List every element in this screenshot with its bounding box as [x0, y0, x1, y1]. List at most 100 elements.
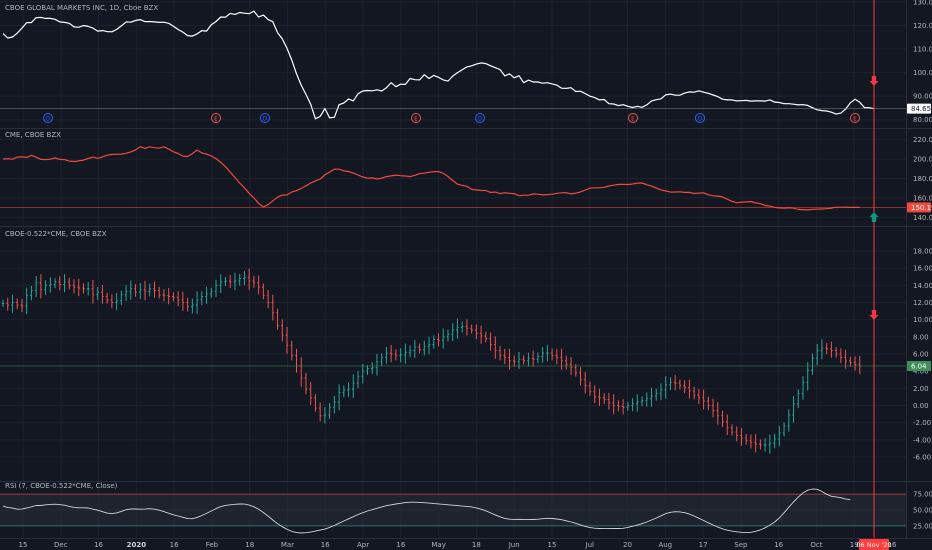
spread-bar[interactable]	[49, 277, 52, 293]
spread-bar[interactable]	[707, 396, 710, 411]
cboe-price-line[interactable]	[2, 10, 875, 120]
spread-bar[interactable]	[489, 332, 492, 351]
spread-bar[interactable]	[247, 268, 251, 290]
spread-bar[interactable]	[740, 427, 743, 446]
event-marker-e[interactable]: E	[211, 113, 221, 123]
spread-bar[interactable]	[67, 277, 71, 290]
spread-bar[interactable]	[522, 355, 526, 365]
spread-bar[interactable]	[172, 292, 175, 302]
spread-bar[interactable]	[209, 287, 213, 298]
spread-bar[interactable]	[631, 398, 634, 412]
spread-bar[interactable]	[754, 434, 757, 453]
spread-bar[interactable]	[408, 345, 412, 358]
spread-bar[interactable]	[494, 336, 497, 359]
spread-bar[interactable]	[342, 385, 346, 398]
spread-bar[interactable]	[792, 396, 795, 423]
event-marker-d[interactable]: D	[260, 113, 270, 123]
spread-bar[interactable]	[773, 433, 776, 449]
spread-bar[interactable]	[744, 433, 748, 445]
spread-bar[interactable]	[725, 414, 729, 436]
spread-bar[interactable]	[205, 286, 208, 304]
spread-bar[interactable]	[830, 341, 833, 358]
spread-bar[interactable]	[607, 392, 611, 410]
spread-bar[interactable]	[385, 346, 388, 364]
spread-bar[interactable]	[768, 434, 772, 454]
spread-bar[interactable]	[654, 388, 658, 401]
spread-bar[interactable]	[115, 293, 118, 311]
spread-bar[interactable]	[721, 410, 724, 427]
spread-bar[interactable]	[186, 297, 189, 312]
spread-bar[interactable]	[697, 389, 701, 404]
spread-bar[interactable]	[328, 403, 331, 420]
spread-bar[interactable]	[688, 379, 691, 399]
spread-bar[interactable]	[536, 352, 540, 364]
spread-bar[interactable]	[602, 393, 606, 405]
spread-bar[interactable]	[550, 348, 554, 361]
spread-bar[interactable]	[470, 324, 473, 334]
spread-bar[interactable]	[96, 287, 99, 300]
spread-bar[interactable]	[555, 349, 559, 365]
spread-bar[interactable]	[11, 294, 14, 313]
spread-bar[interactable]	[636, 394, 639, 412]
spread-bar[interactable]	[621, 399, 625, 415]
spread-bar[interactable]	[394, 349, 398, 361]
spread-bar[interactable]	[191, 298, 194, 314]
spread-bar[interactable]	[257, 275, 260, 295]
spread-bar[interactable]	[418, 343, 421, 354]
spread-bar[interactable]	[834, 346, 838, 358]
spread-bar[interactable]	[120, 290, 123, 305]
spread-bar[interactable]	[844, 349, 847, 369]
spread-bar[interactable]	[309, 381, 312, 405]
spread-bar[interactable]	[759, 439, 762, 450]
spread-bar[interactable]	[460, 321, 464, 333]
spread-bar[interactable]	[437, 333, 440, 347]
spread-bar[interactable]	[86, 282, 90, 296]
event-marker-d[interactable]: D	[695, 113, 705, 123]
event-marker-e[interactable]: E	[850, 113, 860, 123]
spread-bar[interactable]	[763, 438, 767, 452]
spread-bar[interactable]	[20, 298, 24, 313]
spread-bar[interactable]	[583, 372, 587, 394]
spread-bar[interactable]	[318, 402, 322, 422]
spread-bar[interactable]	[389, 344, 393, 363]
spread-bar[interactable]	[839, 348, 843, 364]
spread-bar[interactable]	[30, 285, 33, 301]
spread-bar[interactable]	[356, 371, 360, 389]
spread-bar[interactable]	[588, 381, 592, 396]
spread-bar[interactable]	[124, 285, 128, 301]
spread-bar[interactable]	[233, 272, 237, 291]
spread-bar[interactable]	[546, 344, 549, 362]
spread-bar[interactable]	[678, 379, 682, 390]
spread-bar[interactable]	[25, 287, 28, 315]
spread-bar[interactable]	[853, 356, 857, 371]
spread-bar[interactable]	[692, 386, 696, 400]
spread-bar[interactable]	[711, 398, 715, 418]
spread-bar[interactable]	[702, 389, 705, 410]
spread-bar[interactable]	[811, 353, 814, 375]
spread-bar[interactable]	[333, 395, 336, 414]
spread-bar[interactable]	[796, 389, 800, 408]
spread-bar[interactable]	[228, 274, 232, 289]
spread-bar[interactable]	[280, 319, 284, 342]
spread-bar[interactable]	[749, 434, 753, 449]
spread-bar[interactable]	[669, 377, 672, 391]
spread-bar[interactable]	[579, 367, 582, 386]
spread-bar[interactable]	[664, 376, 668, 399]
event-marker-d[interactable]: D	[475, 113, 485, 123]
spread-bar[interactable]	[53, 278, 57, 289]
spread-bar[interactable]	[105, 292, 109, 304]
spread-bar[interactable]	[34, 276, 38, 298]
spread-bar[interactable]	[849, 356, 852, 367]
spread-bar[interactable]	[375, 354, 379, 376]
spread-bar[interactable]	[276, 308, 279, 330]
spread-bar[interactable]	[650, 387, 653, 407]
spread-bar[interactable]	[451, 323, 455, 341]
spread-bar[interactable]	[77, 278, 81, 297]
spread-bar[interactable]	[659, 383, 663, 401]
spread-bar[interactable]	[456, 318, 459, 339]
event-marker-e[interactable]: E	[411, 113, 421, 123]
spread-bar[interactable]	[673, 375, 677, 391]
spread-bar[interactable]	[72, 279, 76, 294]
spread-bar[interactable]	[143, 280, 147, 301]
